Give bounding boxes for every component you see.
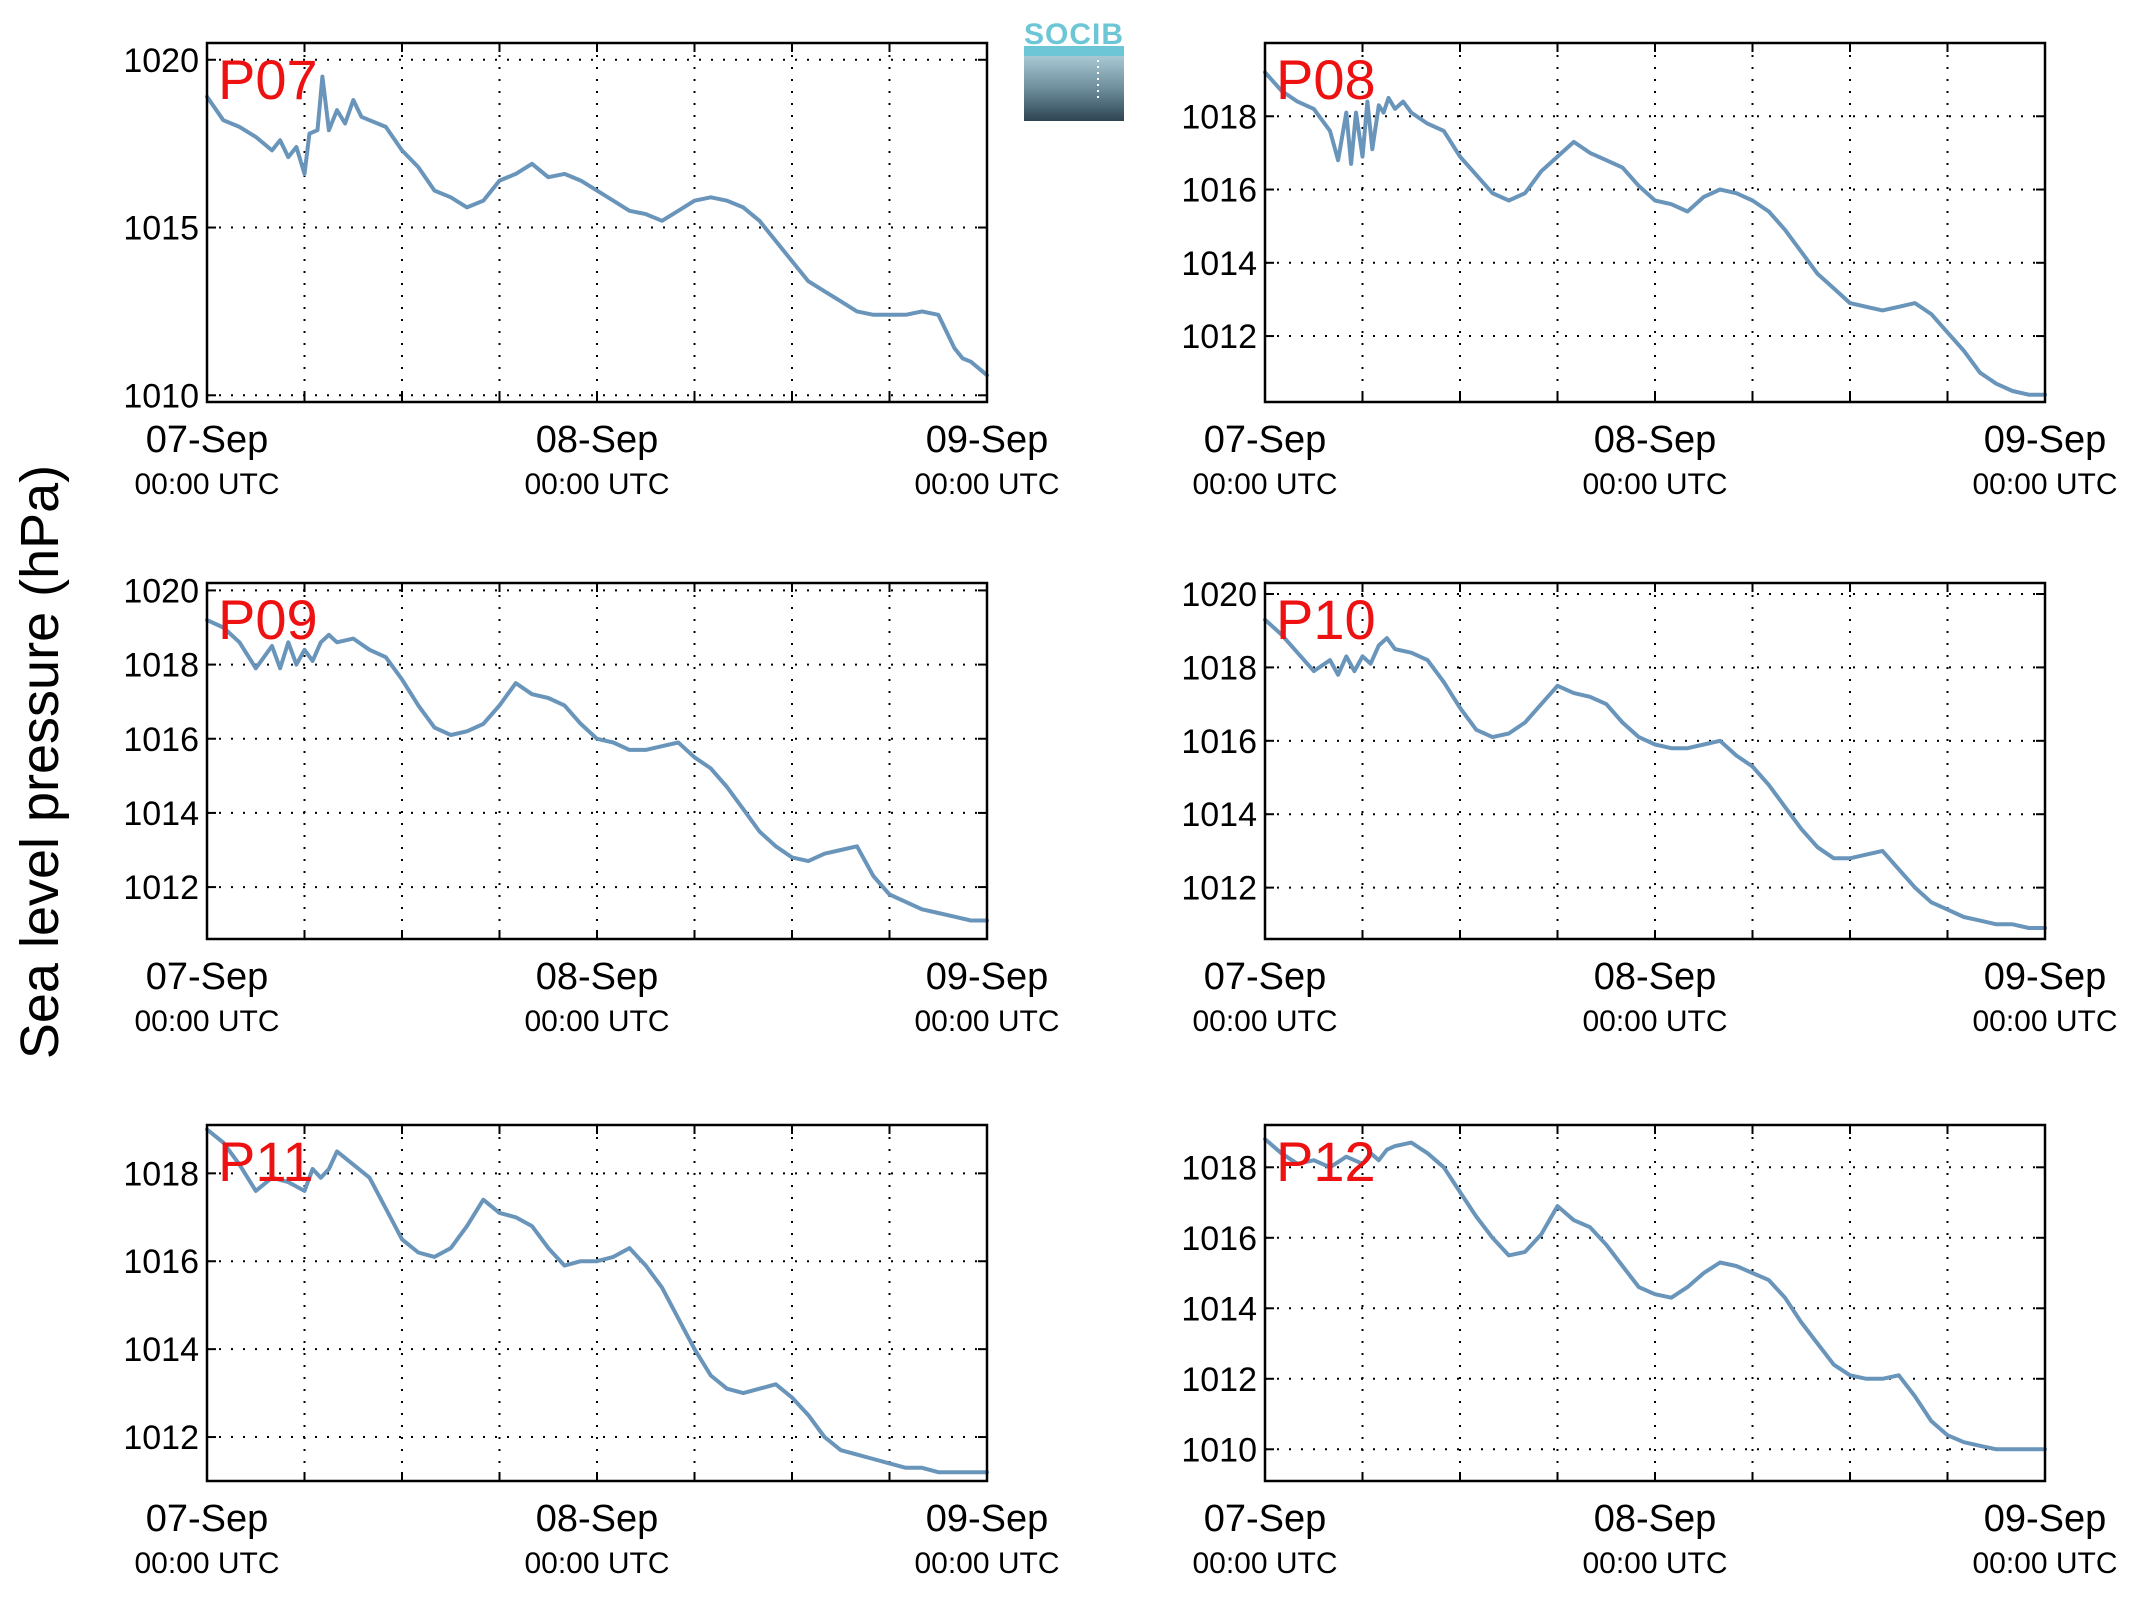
y-tick-label: 1016: [1181, 1220, 1257, 1258]
panel-p09: 1012 1014 1016 1018 1020 07-Sep 00:00 UTC 08-Se…: [123, 572, 1059, 1038]
panel-p12: 1010 1012 1014 1016 1018 07-Sep 00:00 UTC 08-Se…: [1181, 1123, 2118, 1580]
panel-label: P09: [218, 588, 318, 651]
socib-logo: SOCIB: [1024, 18, 1124, 121]
series-line-p11: [205, 1127, 989, 1475]
x-tick-label-time: 00:00 UTC: [1582, 468, 1727, 501]
series-line-p12: [1263, 1137, 2047, 1452]
plot-frame: [205, 41, 989, 404]
x-tick-label-time: 00:00 UTC: [1972, 468, 2117, 501]
y-tick-label: 1016: [1181, 723, 1257, 761]
x-tick-label-date: 08-Sep: [1594, 1498, 1717, 1540]
y-tick-label: 1010: [123, 377, 199, 415]
x-tick-label-date: 08-Sep: [1594, 419, 1717, 461]
panel-label: P08: [1276, 48, 1376, 111]
x-tick-label-time: 00:00 UTC: [1192, 468, 1337, 501]
panel-label: P10: [1276, 588, 1376, 651]
plot-frame: [1263, 41, 2047, 404]
y-tick-label: 1018: [1181, 1149, 1257, 1187]
x-tick-label-date: 09-Sep: [926, 1498, 1049, 1540]
y-tick-label: 1012: [123, 1419, 199, 1457]
logo-text: SOCIB: [1024, 18, 1124, 51]
y-tick-label: 1012: [1181, 1361, 1257, 1399]
x-tick-label-time: 00:00 UTC: [914, 468, 1059, 501]
y-tick-label: 1014: [1181, 245, 1257, 283]
logo-gradient-block: [1024, 56, 1124, 121]
x-tick-label-time: 00:00 UTC: [134, 468, 279, 501]
plot-frame: [1263, 581, 2047, 941]
x-tick-label-time: 00:00 UTC: [1972, 1005, 2117, 1038]
plot-frame: [205, 1123, 989, 1483]
y-axis-label: Sea level pressure (hPa): [10, 465, 70, 1059]
x-tick-label-date: 07-Sep: [1204, 419, 1327, 461]
x-tick-label-date: 08-Sep: [536, 419, 659, 461]
x-tick-label-date: 09-Sep: [926, 419, 1049, 461]
x-tick-label-time: 00:00 UTC: [1972, 1547, 2117, 1580]
x-tick-label-date: 09-Sep: [1984, 419, 2107, 461]
plot-frame: [205, 581, 989, 941]
y-tick-label: 1020: [123, 42, 199, 80]
x-tick-label-date: 08-Sep: [536, 1498, 659, 1540]
x-tick-label-time: 00:00 UTC: [1582, 1547, 1727, 1580]
x-tick-label-time: 00:00 UTC: [524, 1005, 669, 1038]
x-tick-label-time: 00:00 UTC: [134, 1547, 279, 1580]
x-tick-label-time: 00:00 UTC: [914, 1005, 1059, 1038]
series-line-p08: [1263, 70, 2047, 397]
x-tick-label-time: 00:00 UTC: [1582, 1005, 1727, 1038]
y-tick-label: 1018: [1181, 649, 1257, 687]
y-tick-label: 1012: [123, 869, 199, 907]
y-tick-label: 1016: [123, 1243, 199, 1281]
y-tick-label: 1018: [1181, 98, 1257, 136]
y-tick-label: 1014: [1181, 1290, 1257, 1328]
x-tick-label-time: 00:00 UTC: [134, 1005, 279, 1038]
panel-p07: 1010 1015 1020 07-Sep 00:00 UTC 08-Sep 00:00 U…: [123, 41, 1060, 501]
x-tick-label-date: 08-Sep: [1594, 956, 1717, 998]
y-tick-label: 1016: [123, 721, 199, 759]
y-tick-label: 1015: [123, 210, 199, 248]
logo-wave-band: [1024, 46, 1124, 56]
x-tick-label-date: 09-Sep: [1984, 1498, 2107, 1540]
y-tick-label: 1012: [1181, 318, 1257, 356]
panel-p11: 1012 1014 1016 1018 07-Sep 00:00 UTC 08-Sep 00:…: [123, 1123, 1060, 1580]
x-tick-label-date: 07-Sep: [1204, 1498, 1327, 1540]
y-tick-label: 1012: [1181, 870, 1257, 908]
y-tick-label: 1020: [1181, 576, 1257, 614]
y-tick-label: 1014: [123, 1331, 199, 1369]
x-tick-label-time: 00:00 UTC: [1192, 1005, 1337, 1038]
x-tick-label-time: 00:00 UTC: [524, 1547, 669, 1580]
y-tick-label: 1014: [1181, 796, 1257, 834]
x-tick-label-date: 07-Sep: [146, 419, 269, 461]
x-tick-label-date: 08-Sep: [536, 956, 659, 998]
y-tick-label: 1016: [1181, 172, 1257, 210]
panel-p10: 1012 1014 1016 1018 1020 07-Sep 00:00 UTC 08-Se…: [1181, 576, 2117, 1038]
series-line-p09: [205, 618, 989, 923]
x-tick-label-date: 07-Sep: [146, 1498, 269, 1540]
x-tick-label-time: 00:00 UTC: [524, 468, 669, 501]
plot-frame: [1263, 1123, 2047, 1483]
x-tick-label-date: 09-Sep: [926, 956, 1049, 998]
y-tick-label: 1018: [123, 1155, 199, 1193]
series-line-p10: [1263, 617, 2047, 930]
y-tick-label: 1010: [1181, 1431, 1257, 1469]
x-tick-label-date: 07-Sep: [1204, 956, 1327, 998]
y-tick-label: 1014: [123, 795, 199, 833]
x-tick-label-date: 09-Sep: [1984, 956, 2107, 998]
x-tick-label-time: 00:00 UTC: [914, 1547, 1059, 1580]
panel-p08: 1012 1014 1016 1018 07-Sep 00:00 UTC 08-Sep 00:…: [1181, 41, 2118, 501]
panel-label: P11: [218, 1130, 313, 1193]
series-line-p07: [205, 74, 989, 378]
x-tick-label-time: 00:00 UTC: [1192, 1547, 1337, 1580]
x-tick-label-date: 07-Sep: [146, 956, 269, 998]
y-tick-label: 1018: [123, 647, 199, 685]
y-tick-label: 1020: [123, 572, 199, 610]
panel-label: P07: [218, 48, 318, 111]
panel-label: P12: [1276, 1130, 1376, 1193]
